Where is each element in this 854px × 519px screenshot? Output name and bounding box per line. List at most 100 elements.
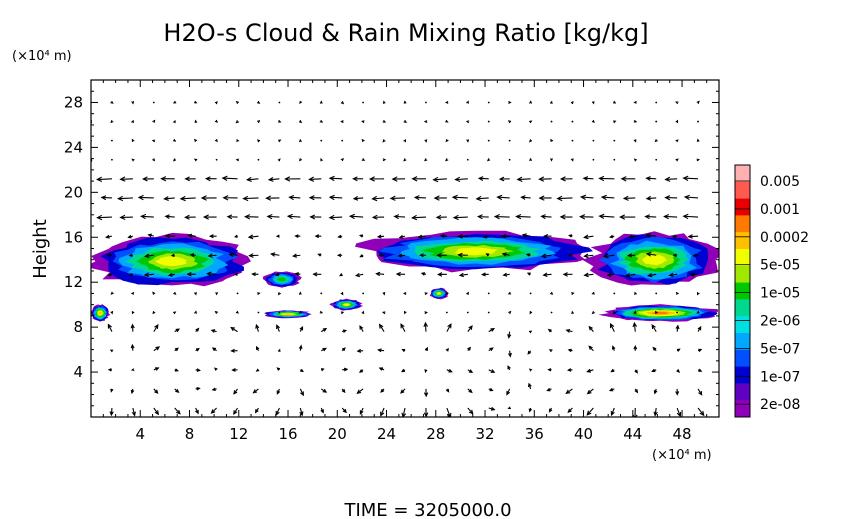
wind-vector xyxy=(308,195,322,201)
wind-vector xyxy=(342,367,349,372)
chart-title: H2O-s Cloud & Rain Mixing Ratio [kg/kg] xyxy=(163,19,648,47)
wind-vector xyxy=(423,407,429,417)
wind-vector xyxy=(174,347,179,352)
wind-vector xyxy=(278,119,282,123)
wind-vector xyxy=(91,216,92,218)
wind-vector xyxy=(110,388,114,393)
cloud-regions-layer xyxy=(91,230,719,322)
wind-vector xyxy=(559,176,573,182)
wind-vector xyxy=(653,407,658,417)
wind-vector xyxy=(298,344,303,351)
wind-vector xyxy=(277,158,281,162)
wind-vector xyxy=(683,194,699,200)
wind-vector xyxy=(215,292,219,296)
wind-vector xyxy=(675,158,679,162)
wind-vector xyxy=(361,138,365,143)
wind-vector-dot xyxy=(655,292,658,295)
y-tick-label: 16 xyxy=(64,228,83,246)
wind-vector xyxy=(378,323,385,332)
wind-vector xyxy=(548,349,553,353)
wind-vector xyxy=(579,214,594,220)
wind-vector xyxy=(152,158,156,162)
cloud-region xyxy=(264,310,312,319)
wind-vector xyxy=(210,407,217,414)
wind-vector xyxy=(230,348,238,353)
wind-vector xyxy=(529,100,533,104)
wind-vector-dot xyxy=(655,101,658,104)
wind-vector xyxy=(173,158,177,162)
wind-vector xyxy=(401,407,407,417)
wind-vector xyxy=(91,388,92,390)
wind-vector xyxy=(128,273,134,277)
wind-vector xyxy=(131,158,135,162)
wind-vector xyxy=(294,234,301,238)
wind-vector xyxy=(612,100,617,104)
wind-vector xyxy=(174,388,180,394)
wind-vector xyxy=(298,291,302,295)
wind-vector xyxy=(458,272,468,278)
wind-vector xyxy=(375,271,385,277)
wind-vector xyxy=(277,348,281,353)
wind-vector-dot xyxy=(278,101,281,104)
cloud-region xyxy=(355,230,593,273)
wind-vector xyxy=(403,311,407,315)
wind-vector xyxy=(676,348,681,352)
wind-vector xyxy=(633,158,638,162)
wind-vector-dot xyxy=(676,311,679,314)
wind-vector xyxy=(266,213,280,220)
wind-vector xyxy=(130,368,135,372)
wind-vector xyxy=(538,195,552,201)
wind-vector xyxy=(257,100,261,104)
wind-vector xyxy=(689,272,699,277)
wind-vector xyxy=(446,368,453,373)
wind-vector xyxy=(233,272,238,276)
wind-vector xyxy=(697,388,703,396)
wind-vector xyxy=(645,195,657,201)
wind-vector xyxy=(566,368,573,372)
wind-vector-dot xyxy=(550,311,553,314)
colorbar-label: 2e-06 xyxy=(760,314,800,330)
wind-vector xyxy=(508,100,512,104)
wind-vector xyxy=(195,327,200,333)
cloud-contour xyxy=(277,277,287,282)
wind-vector xyxy=(402,292,407,296)
wind-vector xyxy=(697,368,703,372)
wind-vector xyxy=(451,194,468,201)
wind-vector xyxy=(586,388,594,395)
wind-vector xyxy=(163,196,175,202)
colorbar-swatch xyxy=(735,316,750,334)
wind-vector xyxy=(361,158,366,161)
wind-vector xyxy=(403,119,407,123)
wind-vector xyxy=(195,368,201,372)
x-tick-label: 40 xyxy=(574,425,593,443)
cloud-region xyxy=(262,271,302,288)
wind-vector-dot xyxy=(341,139,344,142)
wind-vector xyxy=(446,407,452,417)
wind-vector xyxy=(257,139,261,143)
wind-vector xyxy=(466,100,469,104)
wind-vector xyxy=(380,407,385,417)
wind-vector xyxy=(540,214,552,220)
wind-vector xyxy=(194,310,197,314)
wind-vector xyxy=(570,100,574,105)
colorbar: 0.005 0.001 0.0002 5e-05 1e-05 2e-06 5e-07 1e-0… xyxy=(734,164,809,418)
wind-vector xyxy=(501,252,510,257)
wind-vector xyxy=(608,234,615,239)
wind-vector xyxy=(233,234,238,238)
wind-vector xyxy=(486,158,491,162)
wind-vector xyxy=(571,292,575,296)
wind-vector xyxy=(299,158,303,162)
wind-vector xyxy=(153,323,159,332)
wind-vector xyxy=(439,233,447,238)
wind-vector xyxy=(583,253,594,259)
wind-vector xyxy=(682,175,699,181)
wind-vector xyxy=(160,176,175,182)
colorbar-label: 5e-05 xyxy=(760,258,800,274)
wind-vector xyxy=(620,176,636,182)
wind-vector xyxy=(403,100,407,104)
wind-vector-dot xyxy=(508,158,511,161)
wind-vector xyxy=(214,101,218,105)
wind-vector xyxy=(340,101,345,105)
wind-vector xyxy=(481,272,489,277)
wind-vector xyxy=(403,158,407,162)
